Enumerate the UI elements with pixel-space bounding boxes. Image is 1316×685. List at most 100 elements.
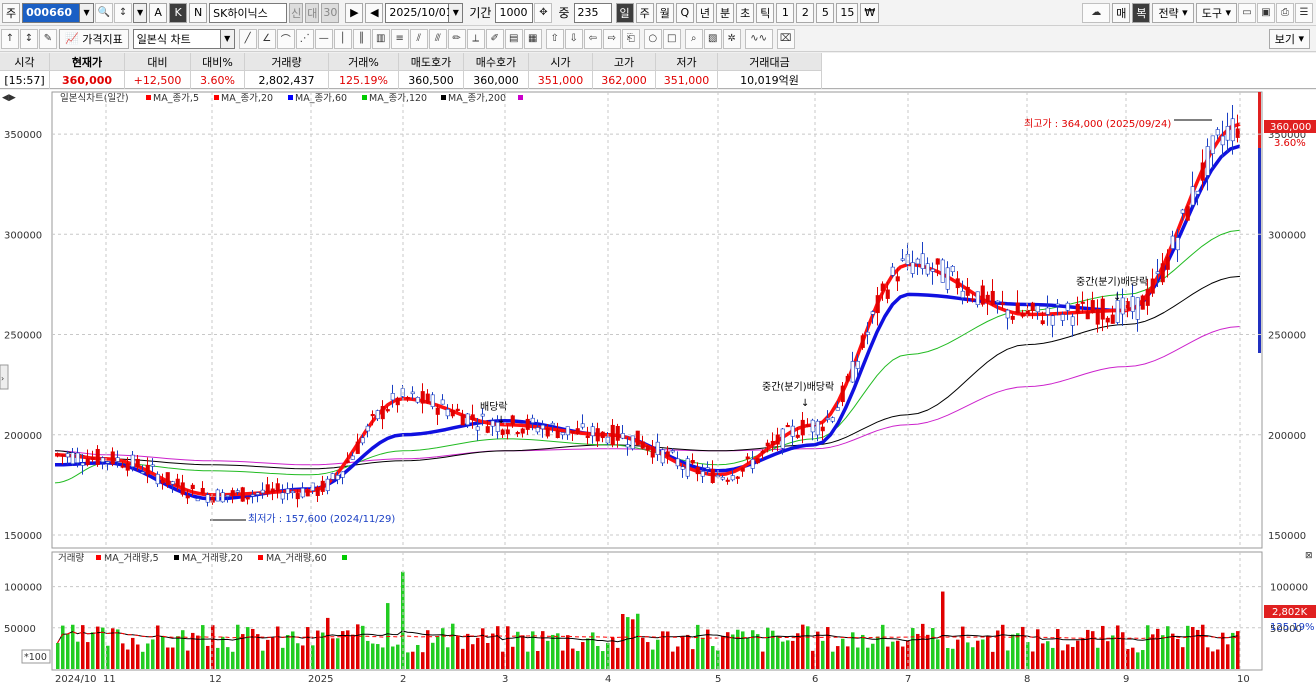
- parallel-tool-icon[interactable]: ⫻: [428, 28, 447, 49]
- candle-body: [470, 414, 475, 420]
- tools-button[interactable]: 도구 ▾: [1195, 2, 1237, 23]
- currency-button[interactable]: ₩: [860, 2, 880, 23]
- note-tool-icon[interactable]: ▤: [504, 28, 523, 49]
- volume-bar: [481, 628, 485, 669]
- sort-icon[interactable]: ↕: [114, 2, 133, 23]
- interval-minute[interactable]: 분: [716, 2, 735, 23]
- vline-tool-icon[interactable]: │: [333, 28, 352, 49]
- rect-tool-icon[interactable]: □: [662, 28, 681, 49]
- measure-tool-icon[interactable]: ⟂: [466, 28, 485, 49]
- back-icon[interactable]: ◀: [365, 2, 384, 23]
- candle-body: [1035, 305, 1040, 313]
- candle-body: [635, 430, 640, 446]
- view-button[interactable]: 보기 ▾: [1268, 28, 1310, 49]
- down-arrow-tool-icon[interactable]: ⇩: [564, 28, 583, 49]
- sort-dropdown[interactable]: ▼: [133, 2, 148, 23]
- candle-body: [265, 484, 270, 494]
- interval-day[interactable]: 일: [615, 2, 634, 23]
- save-icon[interactable]: ▣: [1257, 2, 1275, 23]
- candle-body: [320, 480, 325, 492]
- right-arrow-tool-icon[interactable]: ⇨: [602, 28, 621, 49]
- interval-year[interactable]: 년: [695, 2, 715, 23]
- stock-code-input[interactable]: 000660: [22, 2, 81, 23]
- fan-tool-icon[interactable]: ⋰: [295, 28, 314, 49]
- text-tool-icon[interactable]: ▦: [523, 28, 542, 49]
- channel-tool-icon[interactable]: ⫽: [409, 28, 428, 49]
- pencil-tool-icon[interactable]: ✏: [447, 28, 466, 49]
- volume-bar: [1136, 652, 1140, 669]
- mode-button-k[interactable]: K: [169, 2, 188, 23]
- stamp-tool-icon[interactable]: ⎗: [621, 28, 640, 49]
- volume-panel-close-icon[interactable]: ⊠: [1305, 551, 1313, 561]
- brush-tool-icon[interactable]: ✐: [485, 28, 504, 49]
- badge-new: 신: [289, 2, 304, 23]
- search-icon[interactable]: 🔍: [95, 2, 114, 23]
- candle-body: [645, 445, 650, 451]
- buy-button[interactable]: 매: [1112, 2, 1131, 23]
- date-dropdown[interactable]: ▼: [449, 2, 464, 23]
- cloud-icon[interactable]: ☁: [1082, 2, 1111, 23]
- candle-body: [1230, 118, 1235, 142]
- chart-type-select[interactable]: 일본식 차트: [132, 28, 221, 49]
- chart-area[interactable]: ◀▶ › ⊠ 350000 350000 300000 300000 250000 250…: [0, 90, 1316, 685]
- count-input[interactable]: 235: [573, 2, 612, 23]
- circle-tool-icon[interactable]: ○: [643, 28, 662, 49]
- volume-bar: [701, 637, 705, 669]
- hline-tool-icon[interactable]: —: [314, 28, 333, 49]
- fib-tool-icon[interactable]: ≡: [390, 28, 409, 49]
- scroll-left-icon[interactable]: ◀▶: [2, 93, 16, 103]
- period-input[interactable]: 1000: [495, 2, 534, 23]
- up-arrow-tool-icon[interactable]: ⇧: [545, 28, 564, 49]
- candle-body: [1130, 296, 1135, 312]
- vlines-tool-icon[interactable]: ║: [352, 28, 371, 49]
- grid-tool-icon[interactable]: ▥: [371, 28, 390, 49]
- zoom-icon[interactable]: ⌕: [684, 28, 703, 49]
- candle-body: [970, 298, 975, 301]
- candle-body: [1000, 302, 1005, 305]
- wave-icon[interactable]: ∿∿: [744, 28, 773, 49]
- arc-tool-icon[interactable]: ⌒: [276, 28, 295, 49]
- volume-bar: [641, 637, 645, 669]
- mode-button-n[interactable]: N: [189, 2, 208, 23]
- play-icon[interactable]: ▶: [345, 2, 364, 23]
- candle-body: [1065, 302, 1070, 311]
- eraser-icon[interactable]: ⌧: [776, 28, 795, 49]
- interval-quarter[interactable]: Q: [675, 2, 694, 23]
- folder-icon[interactable]: ▭: [1238, 2, 1256, 23]
- market-selector[interactable]: 주: [2, 2, 21, 23]
- arrow-up-icon[interactable]: ↑: [1, 28, 19, 49]
- interval-tick[interactable]: 틱: [756, 2, 775, 23]
- print-icon[interactable]: ⎙: [1276, 2, 1294, 23]
- volume-bar: [536, 650, 540, 669]
- left-arrow-tool-icon[interactable]: ⇦: [583, 28, 602, 49]
- interval-week[interactable]: 주: [635, 2, 654, 23]
- line-tool-icon[interactable]: ╱: [238, 28, 257, 49]
- mode-button-a[interactable]: A: [149, 2, 168, 23]
- strategy-button[interactable]: 전략 ▾: [1152, 2, 1194, 23]
- interval-15[interactable]: 15: [836, 2, 859, 23]
- compound-button[interactable]: 복: [1132, 2, 1151, 23]
- interval-month[interactable]: 월: [655, 2, 674, 23]
- candle-body: [890, 266, 895, 276]
- interval-2[interactable]: 2: [796, 2, 815, 23]
- layout-icon[interactable]: ▧: [703, 28, 722, 49]
- magic-icon[interactable]: ✲: [722, 28, 741, 49]
- collapse-panel-icon[interactable]: [0, 364, 9, 390]
- volume-bar: [156, 625, 160, 669]
- interval-1[interactable]: 1: [776, 2, 795, 23]
- indicator-button[interactable]: 📈 가격지표: [59, 28, 129, 49]
- date-input[interactable]: 2025/10/01: [385, 2, 453, 23]
- volume-bar: [1121, 632, 1125, 669]
- interval-second[interactable]: 초: [736, 2, 755, 23]
- crosshair-icon[interactable]: ✥: [534, 2, 553, 23]
- settings-icon[interactable]: ☰: [1295, 2, 1313, 23]
- candle-body: [1145, 289, 1150, 306]
- arrow-up-down-icon[interactable]: ↕: [20, 28, 38, 49]
- chart-type-dropdown[interactable]: ▼: [220, 28, 235, 49]
- angle-tool-icon[interactable]: ∠: [257, 28, 276, 49]
- candle-body: [130, 454, 135, 468]
- interval-5[interactable]: 5: [816, 2, 835, 23]
- stock-code-dropdown[interactable]: ▼: [80, 2, 95, 23]
- edit-icon[interactable]: ✎: [39, 28, 57, 49]
